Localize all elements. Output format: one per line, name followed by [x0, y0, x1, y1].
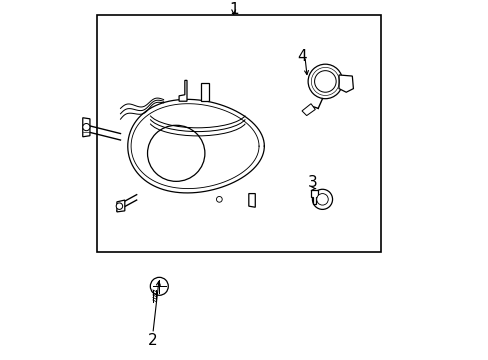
- Text: 3: 3: [307, 175, 317, 190]
- Ellipse shape: [147, 125, 204, 181]
- Circle shape: [312, 189, 332, 210]
- Polygon shape: [310, 190, 318, 204]
- Circle shape: [150, 277, 168, 295]
- Circle shape: [216, 197, 222, 202]
- Polygon shape: [338, 75, 353, 92]
- Circle shape: [307, 64, 342, 99]
- Circle shape: [314, 71, 335, 92]
- Polygon shape: [117, 200, 124, 212]
- Text: 2: 2: [148, 333, 157, 348]
- Polygon shape: [302, 104, 315, 116]
- Polygon shape: [248, 194, 255, 207]
- Text: 4: 4: [297, 49, 306, 64]
- Polygon shape: [82, 118, 90, 137]
- Circle shape: [116, 203, 122, 210]
- Polygon shape: [179, 80, 186, 101]
- Circle shape: [316, 194, 327, 205]
- Circle shape: [82, 123, 90, 131]
- Bar: [97, 15, 380, 252]
- Polygon shape: [201, 83, 208, 101]
- Text: 1: 1: [228, 2, 238, 17]
